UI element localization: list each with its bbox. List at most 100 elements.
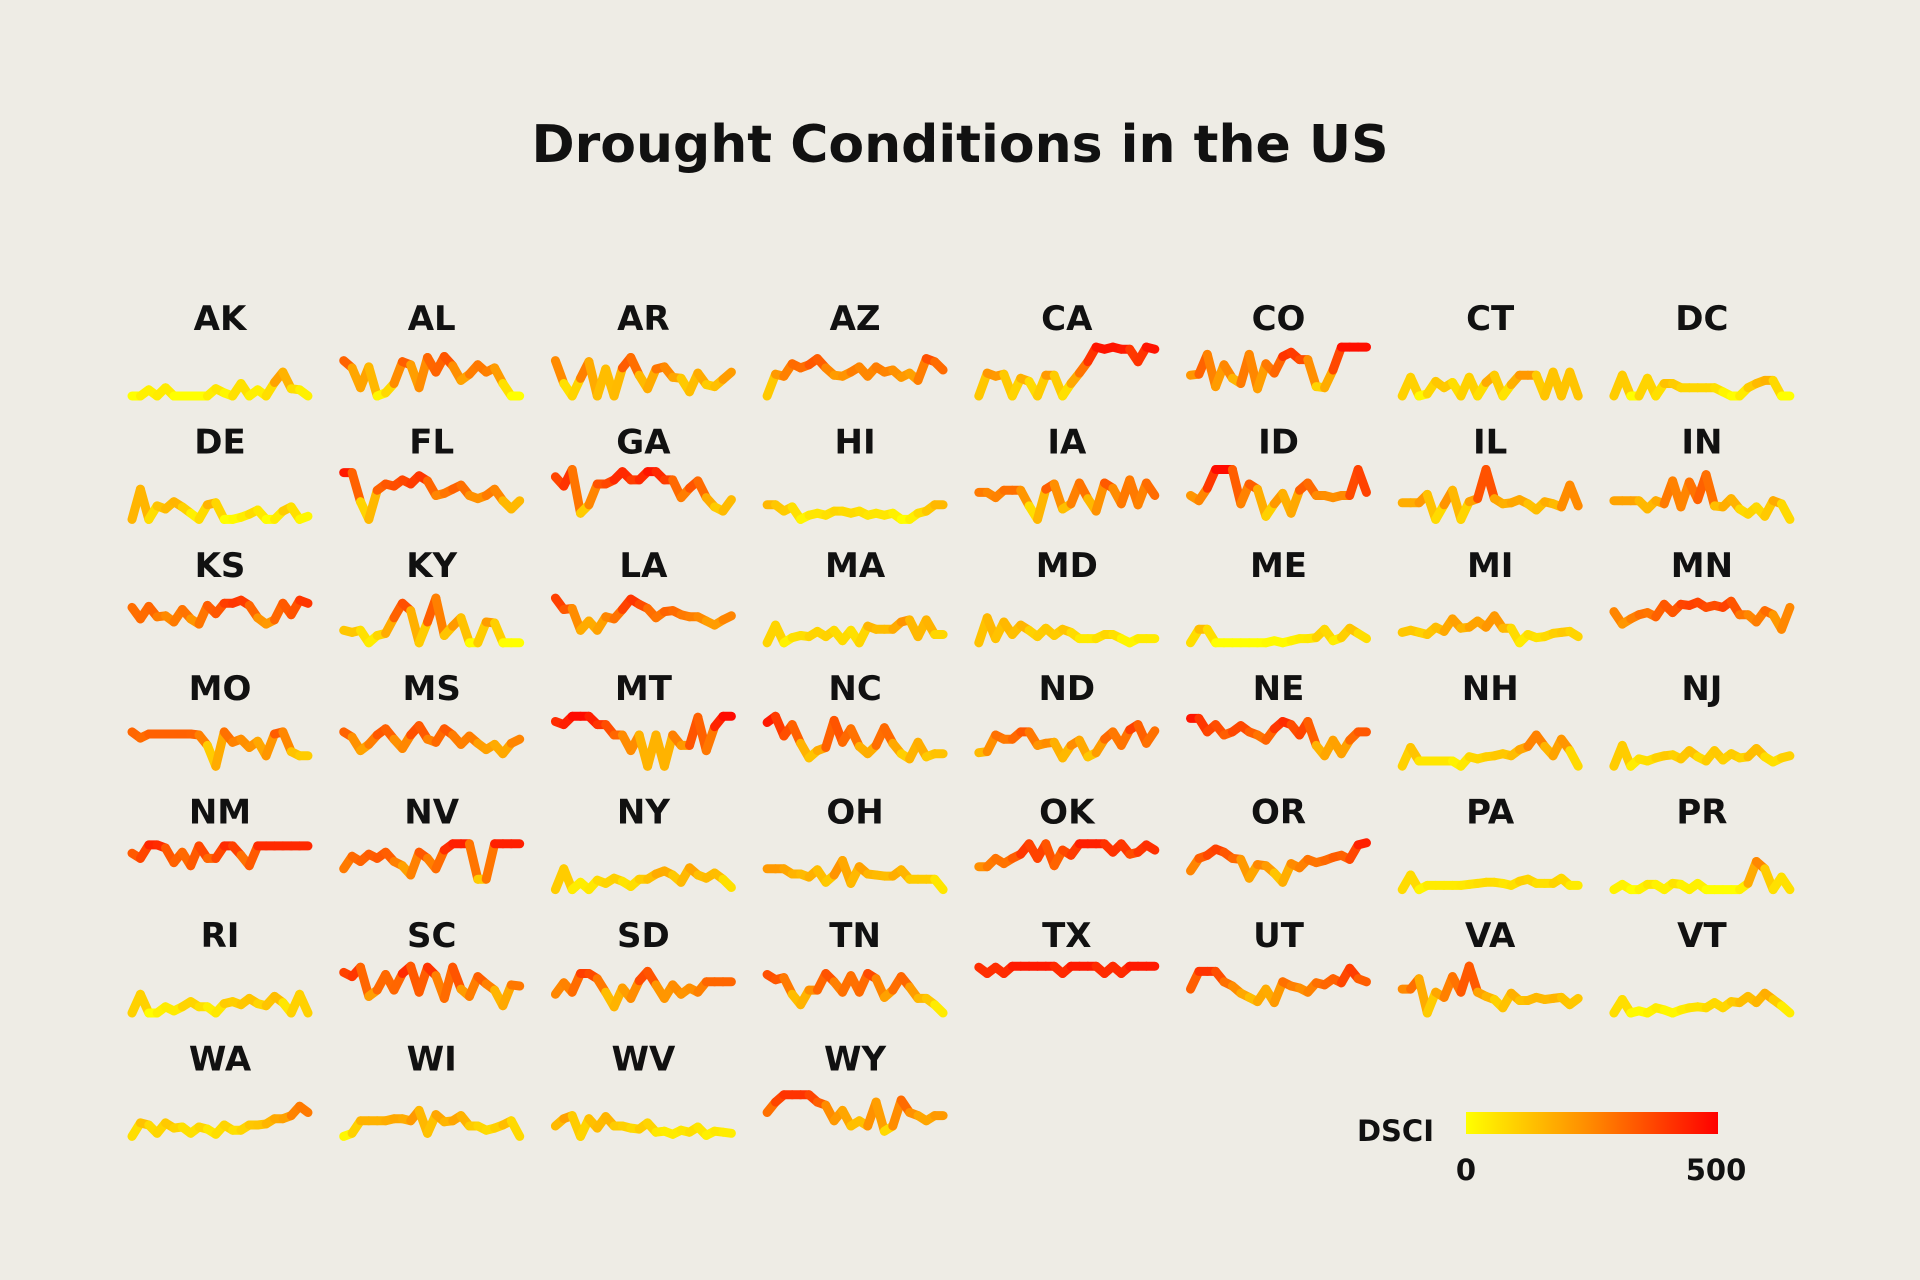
line-segment: [295, 511, 313, 524]
line-segment: [1565, 626, 1583, 642]
line-segment: [364, 485, 382, 524]
panel-la: LA: [550, 546, 736, 635]
panel-dc: DC: [1609, 299, 1795, 401]
line-segment: [1565, 480, 1583, 511]
panel-ky: KY: [339, 546, 525, 648]
state-label: MN: [1671, 546, 1733, 586]
series-line-pa: [1397, 870, 1583, 895]
line-segment: [718, 1127, 736, 1138]
series-line-ne: [1186, 713, 1371, 761]
line-segment: [481, 839, 500, 884]
state-label: AL: [408, 299, 456, 339]
line-segment: [464, 839, 483, 884]
series-line-nd: [974, 720, 1160, 763]
panel-wy: WY: [762, 1039, 948, 1136]
series-line-fl: [339, 468, 525, 524]
line-segment: [930, 357, 948, 375]
line-segment: [609, 363, 627, 401]
state-label: UT: [1253, 916, 1305, 956]
panel-hi: HI: [762, 422, 948, 524]
line-segment: [1091, 478, 1109, 516]
series-line-tn: [762, 969, 948, 1018]
line-segment: [1777, 499, 1795, 524]
state-label: WV: [611, 1039, 676, 1079]
line-segment: [1141, 342, 1160, 354]
panel-nc: NC: [762, 669, 948, 764]
panel-id: ID: [1186, 422, 1371, 521]
state-label: OK: [1039, 793, 1096, 833]
series-line-nv: [339, 839, 525, 884]
line-segment: [506, 496, 525, 514]
panel-in: IN: [1609, 422, 1795, 524]
line-segment: [1141, 840, 1160, 855]
line-segment: [871, 1097, 889, 1136]
panel-sd: SD: [550, 916, 736, 1012]
line-segment: [1701, 470, 1719, 511]
state-label: WA: [189, 1039, 252, 1079]
legend-label: DSCI: [1357, 1114, 1434, 1148]
line-segment: [1777, 751, 1795, 763]
series-line-or: [1186, 838, 1371, 887]
state-label: VA: [1465, 916, 1516, 956]
state-label: NJ: [1681, 669, 1722, 709]
line-segment: [1353, 974, 1371, 987]
state-label: ND: [1038, 669, 1095, 709]
panel-tx: TX: [974, 916, 1160, 978]
line-segment: [1141, 726, 1160, 748]
series-line-wy: [762, 1090, 948, 1136]
state-label: IL: [1473, 422, 1507, 462]
series-line-ok: [974, 839, 1160, 872]
panel-ks: KS: [127, 546, 313, 629]
state-label: DE: [194, 422, 245, 462]
series-line-md: [974, 613, 1160, 648]
series-line-nm: [127, 840, 313, 871]
line-segment: [1777, 602, 1795, 634]
state-label: MS: [403, 669, 461, 709]
state-label: WI: [407, 1039, 457, 1079]
state-label: SD: [617, 916, 670, 956]
series-line-ky: [339, 593, 525, 648]
panel-oh: OH: [762, 793, 948, 895]
line-segment: [1481, 465, 1499, 504]
state-label: NC: [828, 669, 881, 709]
line-segment: [1565, 993, 1583, 1010]
series-line-ak: [127, 367, 313, 401]
series-line-ut: [1186, 963, 1371, 1008]
panel-il: IL: [1397, 422, 1583, 524]
line-segment: [1353, 838, 1371, 850]
series-line-ca: [974, 342, 1160, 401]
panel-mn: MN: [1609, 546, 1795, 634]
series-line-de: [127, 484, 313, 524]
series-line-nh: [1397, 730, 1583, 771]
state-label: AK: [194, 299, 248, 339]
series-line-wa: [127, 1101, 313, 1141]
series-line-ia: [974, 475, 1160, 524]
line-segment: [718, 367, 736, 384]
panel-nh: NH: [1397, 669, 1583, 771]
panel-ut: UT: [1186, 916, 1371, 1008]
line-segment: [1353, 628, 1371, 644]
series-line-me: [1186, 623, 1371, 648]
series-line-ct: [1397, 367, 1583, 401]
panel-nm: NM: [127, 793, 313, 871]
series-line-sd: [550, 966, 736, 1012]
series-line-nc: [762, 711, 948, 764]
line-segment: [295, 989, 313, 1018]
state-label: TX: [1042, 916, 1091, 956]
series-line-ar: [550, 353, 736, 401]
line-segment: [356, 962, 374, 1001]
state-label: DC: [1675, 299, 1728, 339]
panel-pr: PR: [1609, 793, 1795, 895]
state-label: NY: [617, 793, 670, 833]
state-label: IN: [1681, 422, 1722, 462]
state-label: GA: [616, 422, 671, 462]
panel-nd: ND: [974, 669, 1160, 763]
series-line-al: [339, 352, 525, 401]
panel-ri: RI: [127, 916, 313, 1018]
series-line-va: [1397, 961, 1583, 1018]
state-label: AR: [617, 299, 670, 339]
panel-ne: NE: [1186, 669, 1371, 761]
state-label: MD: [1036, 546, 1098, 586]
